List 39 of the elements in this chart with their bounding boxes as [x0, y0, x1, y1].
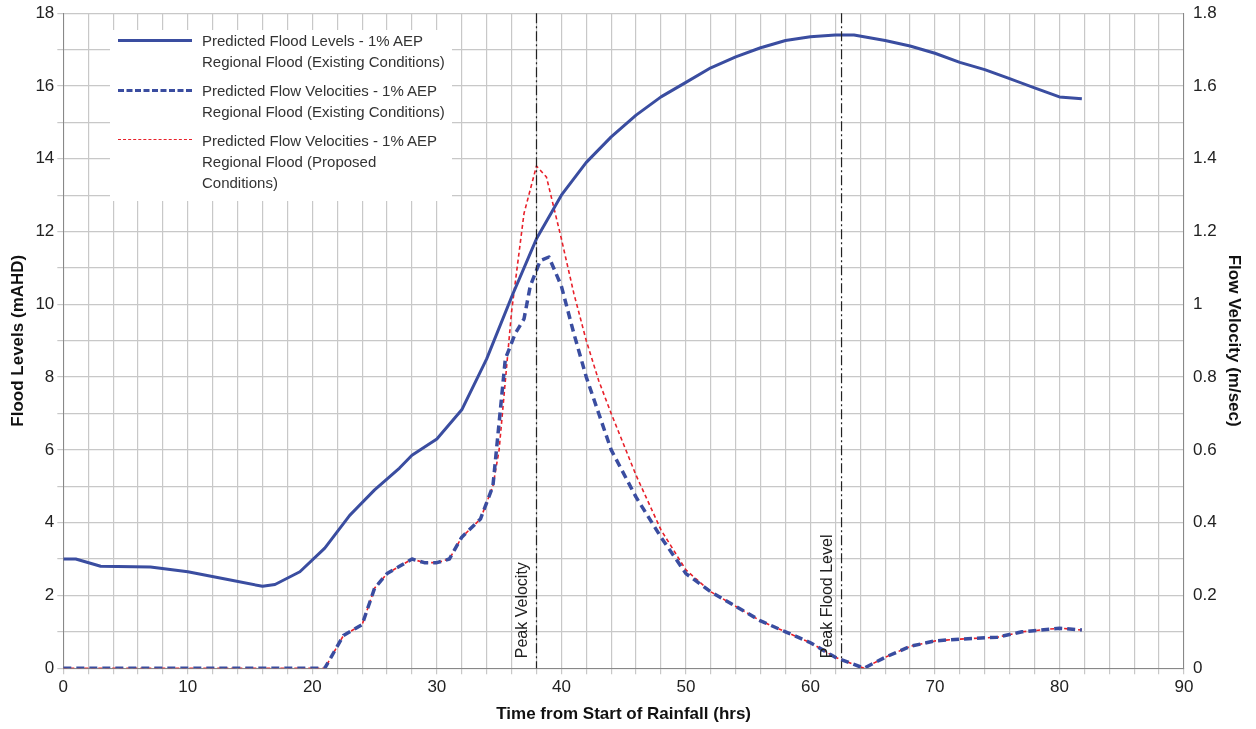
- x-tick-label: 70: [925, 677, 945, 697]
- y-tick-label: 14: [35, 148, 55, 168]
- y-tick-label: 6: [44, 439, 55, 459]
- y2-tick-label: 1: [1192, 294, 1203, 313]
- y2-tick-label: 0.2: [1192, 585, 1217, 605]
- x-tick-label: 40: [551, 677, 571, 697]
- x-tick-label: 10: [178, 677, 198, 697]
- y2-tick-label: 1.6: [1192, 75, 1217, 95]
- x-tick-label: 20: [302, 677, 322, 697]
- x-tick-label: 80: [1049, 677, 1069, 697]
- y2-tick-label: 0.4: [1192, 512, 1217, 532]
- x-tick-label: 30: [427, 677, 447, 697]
- legend-label: Predicted Flow Velocities - 1% AEP Regional Flood (Proposed Conditions): [202, 131, 438, 193]
- y2-tick-label: 1.2: [1192, 221, 1217, 241]
- y-tick-label: 2: [44, 585, 55, 605]
- legend-label: Predicted Flow Velocities - 1% AEP Regional Flood (Existing Conditions): [202, 81, 446, 122]
- x-tick-label: 50: [676, 677, 696, 697]
- y-axis-title: Flood Levels (mAHD): [7, 254, 27, 427]
- y-tick-label: 8: [44, 366, 55, 386]
- x-axis-title: Time from Start of Rainfall (hrs): [496, 704, 751, 724]
- y-tick-label: 10: [35, 294, 55, 313]
- x-tick-label: 90: [1174, 677, 1194, 697]
- x-tick-label: 60: [800, 677, 820, 697]
- y2-tick-label: 0.8: [1192, 366, 1217, 386]
- y-tick-label: 18: [35, 2, 55, 22]
- x-tick-label: 0: [58, 677, 69, 697]
- y-tick-label: 12: [35, 221, 55, 241]
- y2-axis-title: Flow Velocity (m/sec): [1225, 254, 1245, 427]
- y2-tick-label: 0.6: [1192, 439, 1217, 459]
- y2-tick-label: 1.8: [1192, 2, 1217, 22]
- ref-line-label: Peak Flood Level: [817, 534, 835, 659]
- line-series: [63, 255, 1084, 669]
- y-tick-label: 16: [35, 75, 55, 95]
- legend-label: Predicted Flood Levels - 1% AEP Regional Flood (Existing Conditions): [202, 31, 446, 72]
- y-tick-label: 0: [44, 657, 55, 677]
- y2-tick-label: 0: [1192, 657, 1203, 677]
- y2-tick-label: 1.4: [1192, 148, 1217, 168]
- ref-line-label: Peak Velocity: [512, 562, 530, 659]
- y-tick-label: 4: [44, 512, 55, 532]
